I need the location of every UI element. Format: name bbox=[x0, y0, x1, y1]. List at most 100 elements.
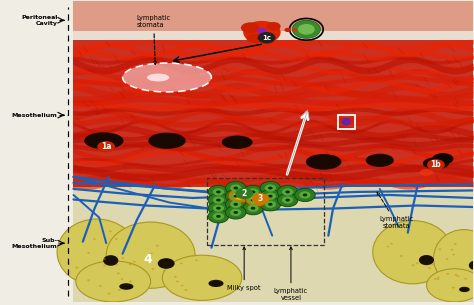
Ellipse shape bbox=[147, 74, 169, 81]
Ellipse shape bbox=[222, 136, 253, 149]
Circle shape bbox=[264, 185, 276, 192]
Ellipse shape bbox=[103, 255, 118, 266]
Circle shape bbox=[93, 238, 96, 240]
Circle shape bbox=[285, 191, 290, 193]
Ellipse shape bbox=[366, 154, 394, 167]
Text: 4: 4 bbox=[144, 253, 153, 266]
Circle shape bbox=[230, 192, 241, 200]
Circle shape bbox=[447, 273, 449, 275]
Text: 1a: 1a bbox=[101, 142, 111, 151]
Circle shape bbox=[180, 263, 182, 264]
Circle shape bbox=[292, 20, 320, 38]
Circle shape bbox=[115, 264, 118, 266]
Circle shape bbox=[108, 293, 110, 295]
Text: Peritoneal
Cavity: Peritoneal Cavity bbox=[21, 15, 57, 26]
Text: 3: 3 bbox=[258, 194, 263, 203]
Ellipse shape bbox=[434, 230, 474, 287]
Circle shape bbox=[230, 209, 241, 216]
Circle shape bbox=[268, 195, 273, 198]
Ellipse shape bbox=[158, 258, 174, 269]
Circle shape bbox=[208, 202, 229, 215]
Ellipse shape bbox=[469, 261, 474, 270]
Text: Lymphatic
stomata: Lymphatic stomata bbox=[137, 15, 171, 64]
Circle shape bbox=[87, 252, 90, 254]
Text: Milky spot: Milky spot bbox=[228, 247, 261, 291]
Circle shape bbox=[237, 194, 242, 198]
Circle shape bbox=[213, 213, 224, 220]
Circle shape bbox=[109, 230, 112, 232]
Circle shape bbox=[174, 276, 177, 278]
Circle shape bbox=[216, 191, 221, 193]
Ellipse shape bbox=[209, 280, 224, 287]
Circle shape bbox=[133, 261, 136, 263]
Bar bbox=[73, 1, 474, 40]
Circle shape bbox=[216, 215, 221, 218]
Circle shape bbox=[298, 24, 315, 35]
Bar bbox=[73, 1, 474, 31]
Circle shape bbox=[258, 32, 275, 43]
Circle shape bbox=[117, 272, 120, 274]
Ellipse shape bbox=[419, 169, 434, 176]
Ellipse shape bbox=[119, 283, 133, 290]
Circle shape bbox=[284, 28, 291, 32]
Circle shape bbox=[176, 281, 179, 282]
Circle shape bbox=[120, 278, 123, 280]
Circle shape bbox=[67, 263, 70, 265]
Ellipse shape bbox=[257, 28, 267, 34]
Circle shape bbox=[277, 185, 298, 199]
Circle shape bbox=[184, 289, 187, 291]
Text: 1b: 1b bbox=[430, 160, 441, 169]
Bar bbox=[73, 188, 474, 302]
Circle shape bbox=[234, 187, 238, 189]
Circle shape bbox=[254, 198, 260, 201]
Circle shape bbox=[292, 28, 297, 31]
Text: Lymphatic
vessel: Lymphatic vessel bbox=[274, 247, 308, 301]
Circle shape bbox=[234, 203, 238, 206]
Circle shape bbox=[99, 285, 102, 287]
Ellipse shape bbox=[306, 154, 341, 170]
Ellipse shape bbox=[76, 261, 151, 302]
Circle shape bbox=[295, 188, 315, 202]
Circle shape bbox=[452, 253, 455, 255]
Circle shape bbox=[103, 258, 106, 260]
Circle shape bbox=[226, 181, 246, 195]
Ellipse shape bbox=[373, 221, 452, 284]
Circle shape bbox=[233, 192, 246, 200]
Circle shape bbox=[387, 246, 390, 247]
Circle shape bbox=[208, 185, 229, 199]
Circle shape bbox=[208, 210, 229, 223]
Ellipse shape bbox=[241, 22, 260, 33]
Circle shape bbox=[428, 267, 431, 269]
Circle shape bbox=[230, 201, 241, 208]
Ellipse shape bbox=[246, 34, 264, 43]
Circle shape bbox=[451, 249, 454, 251]
Circle shape bbox=[251, 196, 263, 203]
Ellipse shape bbox=[106, 222, 195, 288]
Circle shape bbox=[427, 159, 445, 170]
Bar bbox=[73, 40, 474, 188]
Circle shape bbox=[264, 201, 276, 208]
Circle shape bbox=[285, 199, 290, 202]
Circle shape bbox=[150, 253, 153, 254]
Circle shape bbox=[152, 268, 155, 270]
Circle shape bbox=[437, 278, 439, 280]
Circle shape bbox=[416, 262, 419, 264]
Ellipse shape bbox=[84, 132, 124, 149]
Circle shape bbox=[213, 196, 224, 204]
Ellipse shape bbox=[459, 287, 470, 292]
Circle shape bbox=[264, 192, 276, 200]
Circle shape bbox=[213, 205, 224, 212]
Text: Sub-
Mesothelium: Sub- Mesothelium bbox=[12, 238, 57, 249]
Circle shape bbox=[226, 198, 246, 211]
Circle shape bbox=[251, 191, 255, 193]
Circle shape bbox=[234, 211, 238, 214]
Ellipse shape bbox=[123, 63, 211, 92]
Circle shape bbox=[129, 264, 131, 265]
Circle shape bbox=[195, 260, 198, 261]
Circle shape bbox=[251, 207, 255, 210]
Circle shape bbox=[226, 189, 246, 203]
Circle shape bbox=[118, 289, 121, 291]
Circle shape bbox=[260, 181, 281, 195]
Circle shape bbox=[97, 141, 115, 152]
Circle shape bbox=[129, 281, 132, 282]
